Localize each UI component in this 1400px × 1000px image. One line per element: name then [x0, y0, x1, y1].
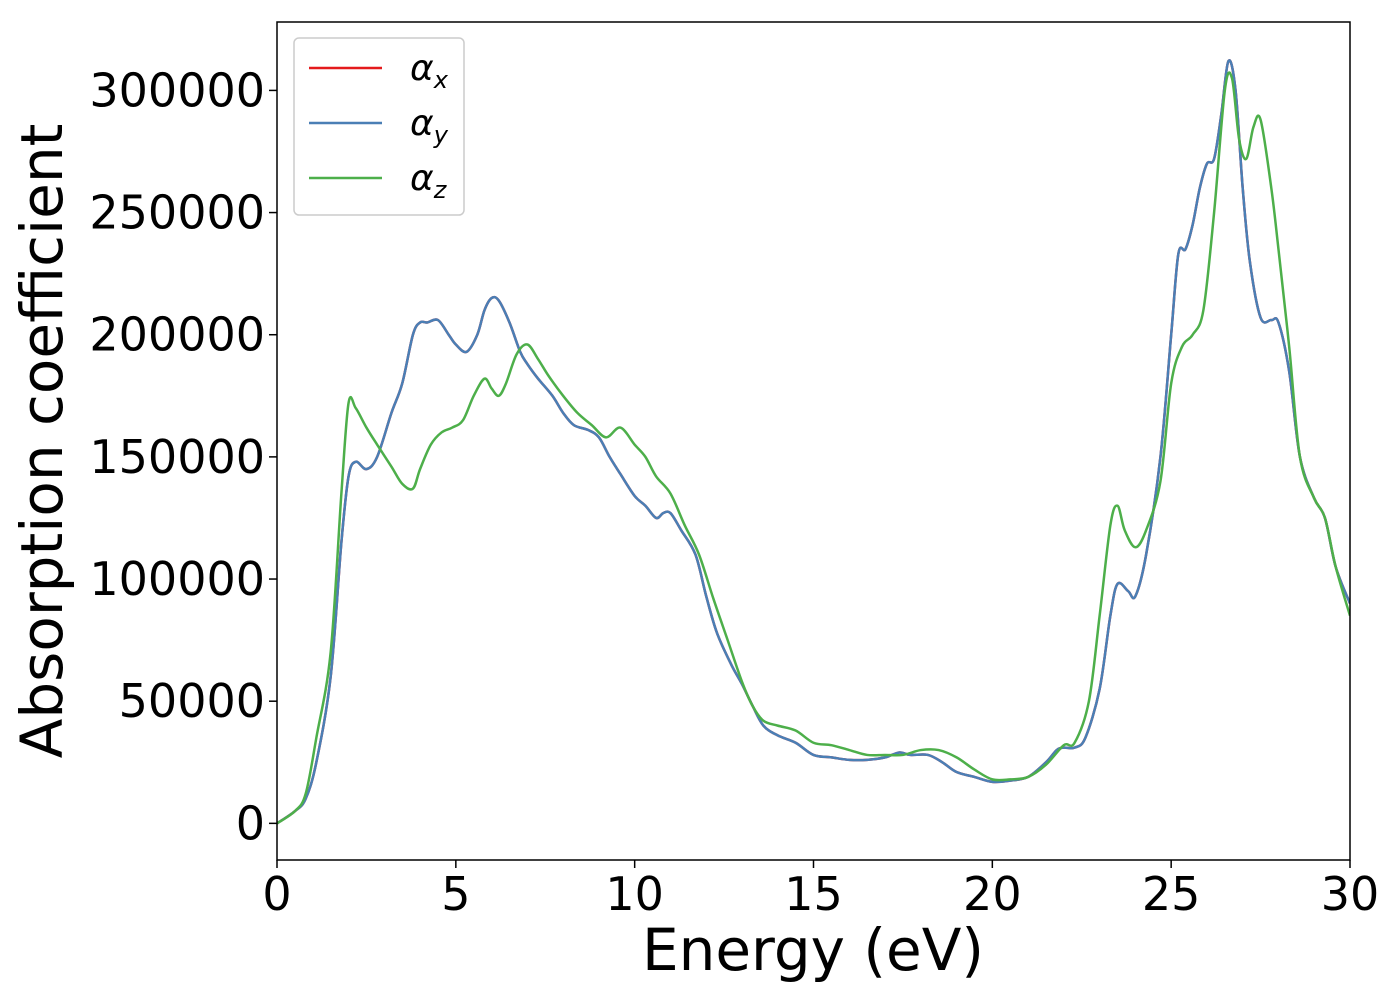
- x-tick-label: 25: [1142, 867, 1201, 921]
- legend-box: [293, 37, 465, 216]
- series-line-alpha-y: [277, 59, 1350, 825]
- y-tick-label: 50000: [119, 674, 265, 728]
- x-tick-label: 5: [441, 867, 470, 921]
- legend-label-alpha-z: αz: [410, 158, 448, 204]
- x-tick-label: 10: [605, 867, 664, 921]
- series-line-alpha-z: [277, 71, 1350, 825]
- y-axis-title: Absorption coefficient: [8, 124, 76, 759]
- y-tick-label: 200000: [89, 308, 265, 362]
- y-tick-label: 300000: [89, 63, 265, 117]
- y-tick-label: 250000: [89, 186, 265, 240]
- ticks-layer: 0 5 10 15 20 25 30 0 50000 100000 150000 200000 2500…: [89, 63, 1379, 921]
- legend-label-alpha-y: αy: [410, 103, 449, 149]
- y-tick-label: 150000: [89, 430, 265, 484]
- series-layer: [277, 59, 1350, 825]
- x-tick-label: 30: [1321, 867, 1380, 921]
- x-tick-label: 15: [784, 867, 843, 921]
- y-tick-label: 100000: [89, 552, 265, 606]
- x-tick-label: 0: [262, 867, 291, 921]
- x-axis-title: Energy (eV): [642, 916, 984, 984]
- x-tick-label: 20: [963, 867, 1022, 921]
- legend: αx αy αz: [293, 37, 465, 216]
- y-tick-label: 0: [236, 796, 265, 850]
- legend-label-alpha-x: αx: [410, 48, 449, 94]
